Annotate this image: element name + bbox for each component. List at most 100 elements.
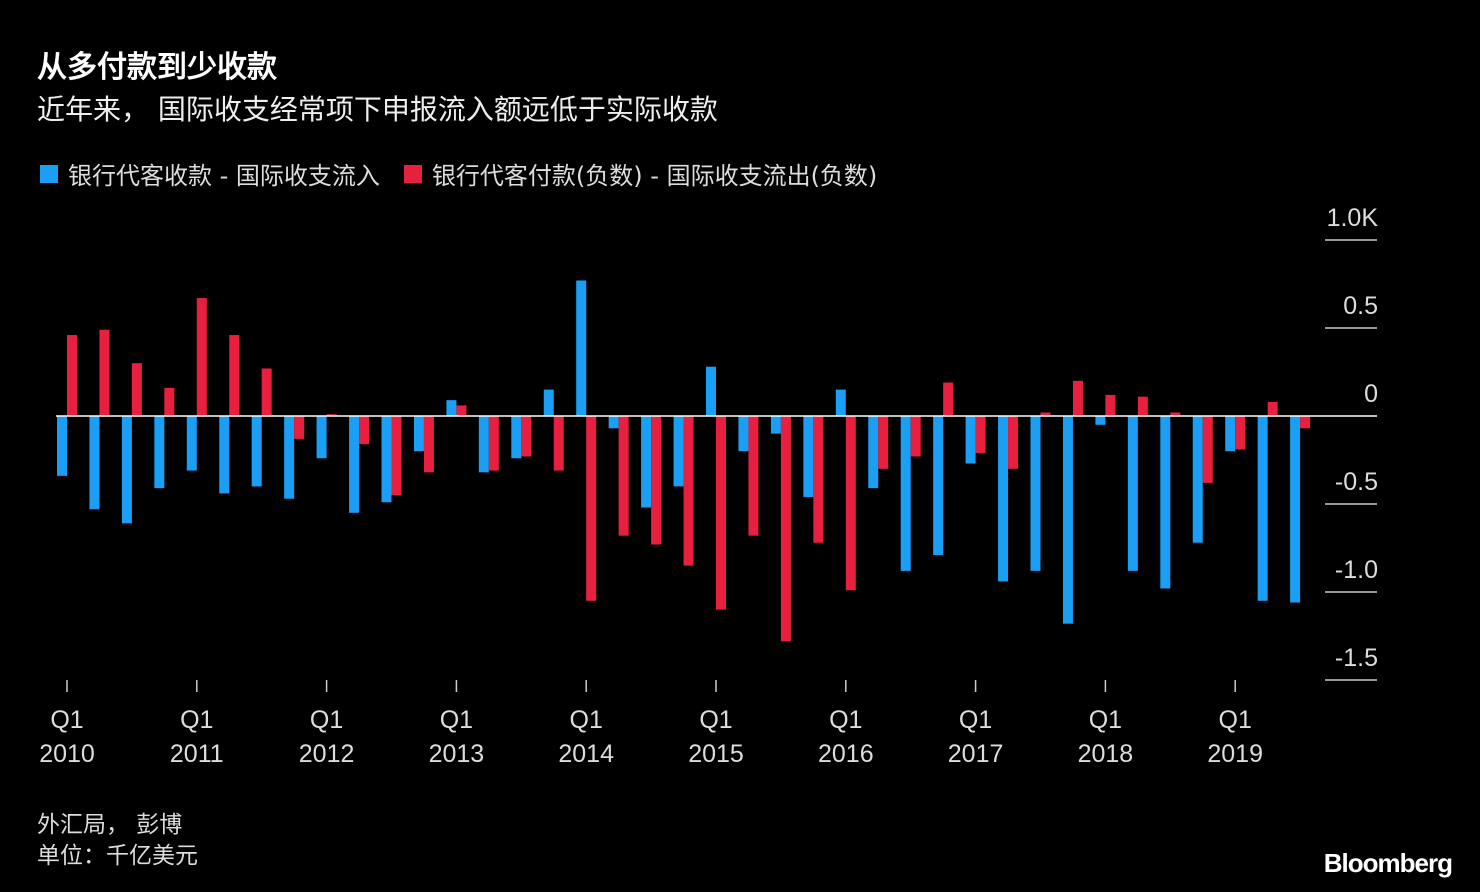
bar-outflow <box>1300 416 1311 429</box>
x-tick-quarter: Q1 <box>959 706 992 734</box>
bar-inflow <box>673 416 684 487</box>
x-tick-year: 2015 <box>688 740 744 768</box>
bar-outflow <box>748 416 759 536</box>
legend: 银行代客收款 - 国际收支流入 银行代客付款(负数) - 国际收支流出(负数) <box>40 156 901 191</box>
bar-inflow <box>543 389 554 416</box>
legend-item-inflow: 银行代客收款 - 国际收支流入 <box>40 156 380 191</box>
bar-outflow <box>651 416 662 545</box>
bar-inflow <box>219 416 230 494</box>
bar-outflow <box>131 363 142 416</box>
bar-outflow <box>456 405 467 416</box>
x-tick-year: 2017 <box>948 740 1004 768</box>
bar-inflow <box>349 416 360 513</box>
y-tick-label: 0.5 <box>1343 292 1378 320</box>
bar-outflow <box>910 416 921 457</box>
bar-outflow <box>683 416 694 566</box>
x-tick-quarter: Q1 <box>440 706 473 734</box>
bar-inflow <box>1290 416 1301 603</box>
bar-inflow <box>1257 416 1268 601</box>
bar-inflow <box>770 416 781 434</box>
chart-title: 从多付款到少收款 <box>37 50 277 85</box>
x-tick-quarter: Q1 <box>1219 706 1252 734</box>
x-tick-quarter: Q1 <box>1089 706 1122 734</box>
bar-inflow <box>835 389 846 416</box>
bar-outflow <box>1040 412 1051 416</box>
bar-outflow <box>196 298 207 416</box>
x-tick-year: 2012 <box>299 740 355 768</box>
bar-outflow <box>553 416 564 471</box>
x-tick-quarter: Q1 <box>180 706 213 734</box>
bar-outflow <box>1170 412 1181 416</box>
x-tick-year: 2010 <box>39 740 95 768</box>
bar-outflow <box>1072 380 1083 416</box>
bar-outflow <box>1202 416 1213 483</box>
bar-inflow <box>1095 416 1106 425</box>
bar-inflow <box>186 416 197 471</box>
y-tick-label: -1.0 <box>1335 556 1378 584</box>
x-tick-quarter: Q1 <box>570 706 603 734</box>
bar-outflow <box>229 335 240 416</box>
bar-inflow <box>576 280 587 416</box>
x-tick-year: 2011 <box>170 740 224 768</box>
bar-inflow <box>1062 416 1073 624</box>
x-tick-year: 2018 <box>1078 740 1134 768</box>
y-tick-label: -0.5 <box>1335 468 1378 496</box>
bar-inflow <box>284 416 295 499</box>
bar-inflow <box>511 416 522 459</box>
bar-inflow <box>89 416 100 510</box>
bar-outflow <box>586 416 597 601</box>
bar-inflow <box>868 416 879 489</box>
bar-inflow <box>1160 416 1171 589</box>
bar-inflow <box>154 416 165 489</box>
legend-swatch-outflow <box>403 164 422 183</box>
bar-inflow <box>1225 416 1236 452</box>
bar-inflow <box>965 416 976 464</box>
bar-outflow <box>521 416 532 457</box>
y-tick-label: 0 <box>1364 380 1378 408</box>
bar-outflow <box>1267 401 1278 416</box>
unit-text: 单位：千亿美元 <box>37 843 198 869</box>
chart-subtitle: 近年来， 国际收支经常项下申报流入额远低于实际收款 <box>37 93 718 126</box>
bar-outflow <box>975 416 986 453</box>
bar-inflow <box>803 416 814 497</box>
legend-label-inflow: 银行代客收款 - 国际收支流入 <box>68 162 380 190</box>
x-tick-year: 2016 <box>818 740 874 768</box>
bar-outflow <box>294 416 305 439</box>
y-tick-label: -1.5 <box>1335 644 1378 672</box>
bar-inflow <box>900 416 911 571</box>
source-note: 外汇局， 彭博 单位：千亿美元 <box>37 810 198 872</box>
bar-inflow <box>57 416 67 476</box>
x-tick-year: 2013 <box>429 740 485 768</box>
bar-inflow <box>738 416 749 452</box>
x-tick-year: 2014 <box>558 740 614 768</box>
bar-outflow <box>359 416 370 445</box>
bar-outflow <box>780 416 791 642</box>
bar-inflow <box>316 416 327 459</box>
bar-inflow <box>121 416 132 524</box>
bar-outflow <box>1008 416 1019 469</box>
bar-inflow <box>446 400 457 416</box>
bar-outflow <box>423 416 434 473</box>
bar-inflow <box>706 366 716 416</box>
bar-inflow <box>1030 416 1041 571</box>
bar-inflow <box>413 416 424 452</box>
bar-inflow <box>1127 416 1138 571</box>
x-tick-quarter: Q1 <box>699 706 732 734</box>
bar-outflow <box>878 416 889 469</box>
bar-outflow <box>1235 416 1246 450</box>
legend-swatch-inflow <box>40 164 58 183</box>
bar-outflow <box>943 382 954 416</box>
bar-inflow <box>998 416 1009 582</box>
bar-outflow <box>1105 394 1116 416</box>
x-tick-quarter: Q1 <box>50 706 83 734</box>
bar-outflow <box>67 335 77 416</box>
x-tick-quarter: Q1 <box>829 706 862 734</box>
y-tick-label: 1.0K <box>1327 204 1379 232</box>
bar-outflow <box>488 416 499 471</box>
legend-item-outflow: 银行代客付款(负数) - 国际收支流出(负数) <box>403 156 877 191</box>
bar-inflow <box>641 416 652 508</box>
bar-outflow <box>618 416 629 536</box>
bar-inflow <box>933 416 944 556</box>
bar-outflow <box>391 416 402 496</box>
